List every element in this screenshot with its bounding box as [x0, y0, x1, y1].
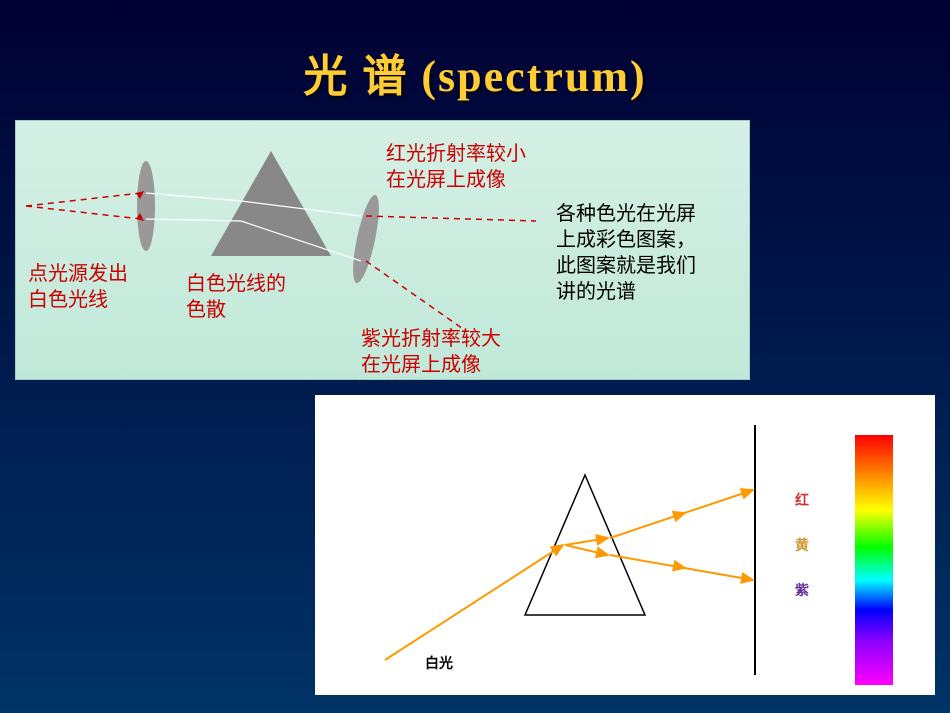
- label-white-light: 白光: [425, 653, 453, 673]
- label-source: 点光源发出 白色光线: [28, 261, 128, 313]
- label-violet-refract: 紫光折射率较大 在光屏上成像: [361, 326, 501, 378]
- ray-inside-top: [565, 538, 608, 545]
- page-title: 光 谱 (spectrum): [0, 0, 950, 104]
- lens1: [137, 161, 155, 251]
- label-red: 红: [795, 490, 809, 510]
- lens2: [348, 193, 384, 285]
- ray-incoming: [385, 545, 563, 660]
- ray-in-top: [26, 193, 141, 206]
- dispersion-diagram-panel: 红光折射率较小 在光屏上成像 紫光折射率较大 在光屏上成像 点光源发出 白色光线…: [15, 120, 750, 380]
- spectrum-svg: [315, 395, 935, 695]
- label-violet: 紫: [795, 580, 809, 600]
- ray-out-violet: [366, 261, 466, 331]
- ray-in-bot: [26, 206, 141, 219]
- arrow-icon: [675, 566, 685, 568]
- label-yellow: 黄: [795, 535, 809, 555]
- spectrum-diagram-panel: 白光 红 黄 紫: [315, 395, 935, 695]
- spectrum-bar: [855, 435, 893, 685]
- prism: [211, 151, 331, 256]
- ray-out-red: [366, 216, 536, 221]
- label-dispersion: 白色光线的 色散: [186, 271, 286, 323]
- label-red-refract: 红光折射率较小 在光屏上成像: [386, 141, 526, 193]
- ray-white: [146, 219, 241, 221]
- prism-outline: [525, 475, 645, 615]
- ray-white: [146, 193, 241, 201]
- ray-inside-bot: [565, 545, 608, 555]
- label-screen-desc: 各种色光在光屏 上成彩色图案， 此图案就是我们 讲的光谱: [556, 201, 696, 305]
